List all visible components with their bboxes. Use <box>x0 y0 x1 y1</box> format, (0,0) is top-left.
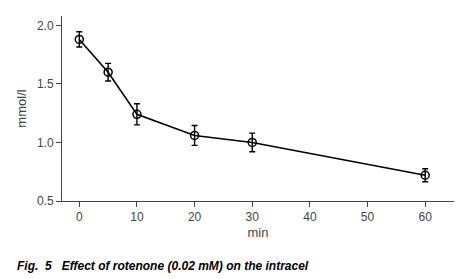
svg-text:1.0: 1.0 <box>37 136 54 150</box>
svg-text:20: 20 <box>188 210 202 224</box>
svg-text:30: 30 <box>246 210 260 224</box>
svg-text:0.5: 0.5 <box>37 194 54 208</box>
svg-text:60: 60 <box>419 210 433 224</box>
svg-text:40: 40 <box>303 210 317 224</box>
svg-text:0: 0 <box>76 210 83 224</box>
svg-text:50: 50 <box>361 210 375 224</box>
svg-text:Fig. 5 Effect of rotenone (: Fig. 5 Effect of rotenone (0.02 mM) on t… <box>17 259 309 273</box>
svg-text:mmol/l: mmol/l <box>14 89 29 127</box>
svg-text:2.0: 2.0 <box>37 19 54 33</box>
svg-text:10: 10 <box>130 210 144 224</box>
svg-text:1.5: 1.5 <box>37 77 54 91</box>
svg-text:min: min <box>248 225 269 240</box>
